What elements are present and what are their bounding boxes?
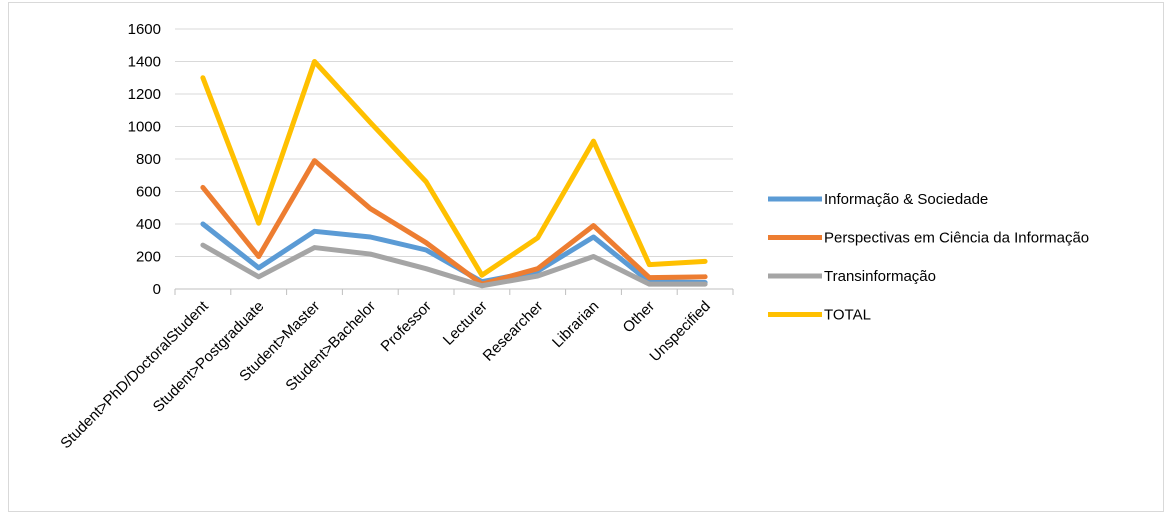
data-point [424, 241, 428, 245]
x-tick-label: Unspecified [646, 298, 713, 365]
data-point [592, 255, 595, 258]
series-lines [200, 59, 708, 289]
y-tick-label: 400 [136, 216, 161, 233]
x-tick-label: Lecturer [440, 298, 491, 349]
data-point [313, 159, 316, 163]
data-point [368, 207, 372, 211]
x-tick-label: Researcher [480, 298, 547, 365]
data-point [257, 275, 261, 279]
data-point [536, 274, 540, 278]
data-point [313, 229, 316, 233]
data-point [592, 224, 595, 228]
y-tick-label: 1600 [128, 21, 161, 38]
data-point [647, 276, 651, 280]
data-point [592, 139, 595, 143]
data-point [480, 273, 484, 277]
data-point [703, 275, 707, 279]
data-point [424, 267, 428, 271]
y-axis-ticks: 0 200 400 600 800 1000 1200 1400 1600 [128, 21, 161, 298]
y-tick-label: 600 [136, 184, 161, 201]
axes [174, 288, 734, 295]
data-point [201, 185, 205, 189]
series-line [200, 242, 708, 289]
data-point [703, 282, 707, 286]
x-axis-ticks: Student>PhD/DoctoralStudentStudent>Postg… [57, 297, 714, 452]
gridlines [175, 28, 733, 257]
legend-label: Perspectivas em Ciência da Informação [824, 230, 1089, 247]
data-point [647, 282, 651, 286]
data-point [257, 266, 261, 270]
y-tick-label: 1000 [128, 119, 161, 136]
data-point [201, 76, 205, 80]
y-tick-label: 1200 [128, 86, 161, 103]
data-point [647, 263, 651, 267]
x-tick-label: Student>Postgraduate [150, 298, 268, 416]
legend-label: Informação & Sociedade [824, 191, 988, 208]
data-point [201, 222, 205, 226]
data-point [480, 284, 484, 288]
x-tick-label: Other [620, 298, 659, 337]
data-point [592, 235, 595, 239]
data-point [368, 252, 372, 256]
data-point [313, 246, 316, 250]
data-point [424, 180, 428, 184]
data-point [368, 235, 372, 239]
legend-label: Transinformação [824, 268, 936, 285]
legend: Informação & Sociedade Perspectivas em Ci… [768, 191, 1089, 324]
x-tick-label: Librarian [549, 298, 602, 351]
data-point [368, 120, 372, 124]
data-point [424, 248, 428, 252]
series-line [200, 59, 708, 278]
y-tick-label: 800 [136, 151, 161, 168]
data-point [313, 60, 316, 63]
legend-label: TOTAL [824, 307, 871, 324]
data-point [536, 236, 540, 240]
data-point [257, 255, 261, 258]
data-point [703, 259, 707, 263]
x-tick-label: Professor [378, 298, 435, 355]
y-tick-label: 1400 [128, 54, 161, 71]
data-point [257, 221, 261, 225]
data-point [536, 267, 540, 271]
y-tick-label: 0 [153, 281, 161, 298]
y-tick-label: 200 [136, 249, 161, 266]
data-point [201, 243, 205, 247]
series-line [200, 158, 708, 287]
